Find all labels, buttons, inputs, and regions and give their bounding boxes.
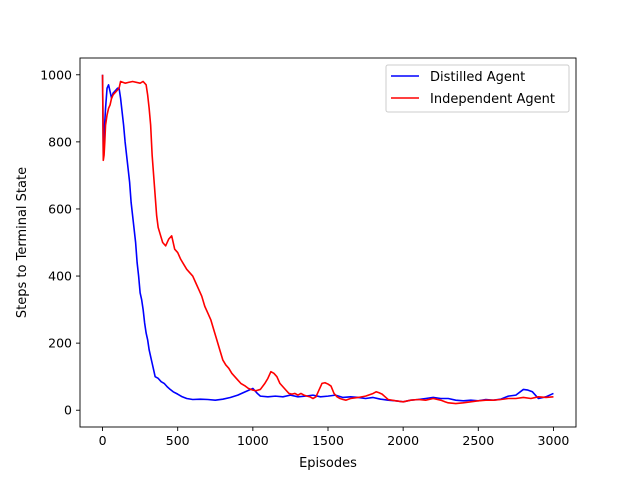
- x-tick-label: 2000: [387, 433, 419, 448]
- y-tick-label: 0: [64, 403, 72, 418]
- x-tick-label: 2500: [462, 433, 494, 448]
- y-axis-label: Steps to Terminal State: [15, 167, 30, 318]
- y-tick-label: 200: [48, 336, 72, 351]
- x-tick-label: 0: [99, 433, 107, 448]
- legend-frame: [385, 64, 570, 113]
- y-tick-label: 400: [48, 269, 72, 284]
- x-axis-label: Episodes: [299, 456, 357, 471]
- series-line-1: [101, 74, 554, 403]
- x-tick-label: 1500: [312, 433, 344, 448]
- y-tick-label: 1000: [40, 67, 72, 82]
- x-tick-label: 3000: [538, 433, 570, 448]
- y-tick-label: 600: [48, 201, 72, 216]
- legend: Distilled Agent Independent Agent: [385, 64, 570, 113]
- axes-layer: 0 500 1000 1500 2000 2500 3000 0 200 400 600 800 100…: [40, 57, 577, 448]
- legend-entry: Distilled Agent: [430, 70, 525, 85]
- y-tick-label: 800: [48, 134, 72, 149]
- x-tick-label: 500: [166, 433, 190, 448]
- legend-entry: Independent Agent: [430, 92, 555, 107]
- series-layer: [101, 74, 554, 405]
- series-line-2: [101, 74, 554, 405]
- x-tick-label: 1000: [237, 433, 269, 448]
